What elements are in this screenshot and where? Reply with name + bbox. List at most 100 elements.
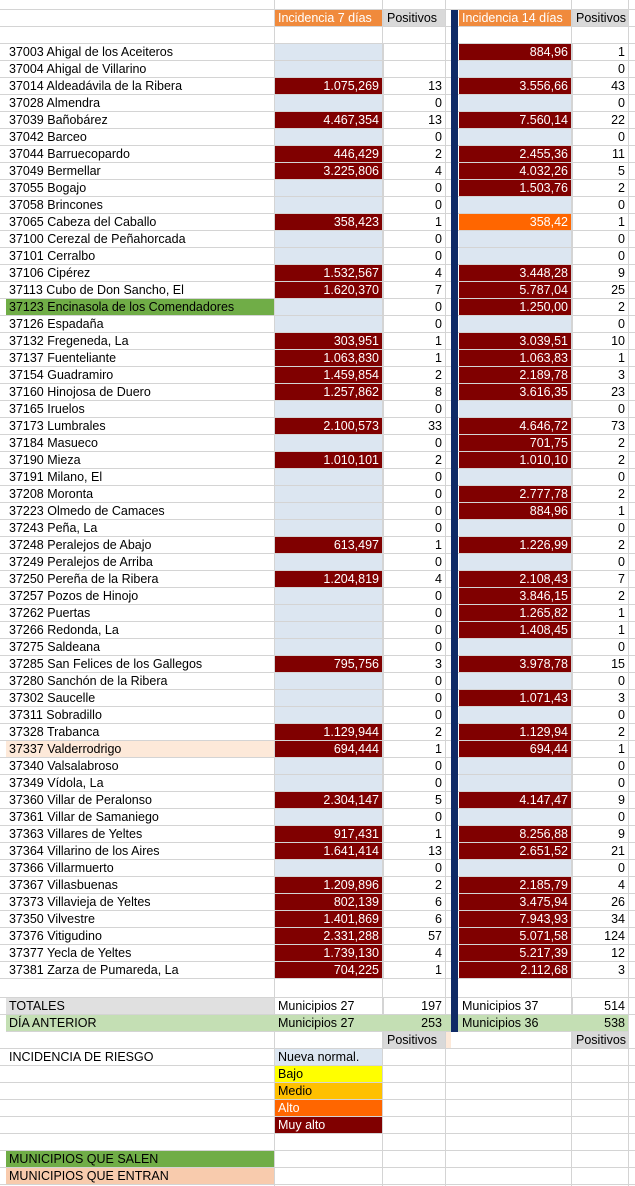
incidencia-7-cell[interactable] — [275, 299, 382, 315]
positivos-7-cell[interactable]: 0 — [383, 554, 445, 570]
positivos-14-cell[interactable]: 0 — [572, 61, 628, 77]
incidencia-7-cell[interactable]: 1.620,370 — [275, 282, 382, 298]
municipality-name[interactable]: 37262 Puertas — [9, 606, 91, 620]
positivos-14-cell[interactable]: 3 — [572, 962, 628, 978]
municipality-name[interactable]: 37280 Sanchón de la Ribera — [9, 674, 168, 688]
positivos-7-cell[interactable]: 2 — [383, 367, 445, 383]
municipality-name[interactable]: 37055 Bogajo — [9, 181, 87, 195]
legend-nueva-normal[interactable]: Nueva normal. — [275, 1049, 382, 1065]
municipality-name[interactable]: 37248 Peralejos de Abajo — [9, 538, 152, 552]
positivos-14-cell[interactable]: 10 — [572, 333, 628, 349]
incidencia-14-cell[interactable] — [459, 860, 571, 876]
positivos-14-cell[interactable]: 4 — [572, 877, 628, 893]
incidencia-14-cell[interactable]: 1.063,83 — [459, 350, 571, 366]
positivos-label-14[interactable]: Positivos — [572, 1032, 628, 1048]
positivos-7-cell[interactable]: 0 — [383, 129, 445, 145]
legend-title[interactable]: INCIDENCIA DE RIESGO — [9, 1050, 154, 1064]
positivos-7-cell[interactable]: 4 — [383, 945, 445, 961]
municipality-name[interactable]: 37337 Valderrodrigo — [6, 741, 274, 757]
positivos-14-cell[interactable]: 0 — [572, 197, 628, 213]
incidencia-7-cell[interactable]: 303,951 — [275, 333, 382, 349]
header-positivos-14[interactable]: Positivos — [572, 10, 628, 26]
incidencia-14-cell[interactable] — [459, 61, 571, 77]
municipality-name[interactable]: 37250 Pereña de la Ribera — [9, 572, 159, 586]
incidencia-14-cell[interactable]: 4.646,72 — [459, 418, 571, 434]
positivos-14-cell[interactable]: 0 — [572, 707, 628, 723]
totals-positivos-14[interactable]: 514 — [572, 998, 628, 1014]
municipality-name[interactable]: 37364 Villarino de los Aires — [9, 844, 160, 858]
positivos-7-cell[interactable]: 33 — [383, 418, 445, 434]
positivos-14-cell[interactable]: 23 — [572, 384, 628, 400]
positivos-7-cell[interactable]: 2 — [383, 877, 445, 893]
incidencia-14-cell[interactable]: 5.217,39 — [459, 945, 571, 961]
incidencia-7-cell[interactable] — [275, 248, 382, 264]
incidencia-14-cell[interactable]: 3.978,78 — [459, 656, 571, 672]
incidencia-7-cell[interactable] — [275, 469, 382, 485]
incidencia-14-cell[interactable]: 2.189,78 — [459, 367, 571, 383]
header-positivos-7[interactable]: Positivos — [383, 10, 445, 26]
incidencia-14-cell[interactable] — [459, 639, 571, 655]
positivos-14-cell[interactable]: 0 — [572, 809, 628, 825]
positivos-14-cell[interactable]: 9 — [572, 265, 628, 281]
positivos-14-cell[interactable]: 15 — [572, 656, 628, 672]
municipality-name[interactable]: 37302 Saucelle — [9, 691, 96, 705]
positivos-14-cell[interactable]: 73 — [572, 418, 628, 434]
incidencia-14-cell[interactable]: 2.777,78 — [459, 486, 571, 502]
positivos-7-cell[interactable]: 1 — [383, 962, 445, 978]
incidencia-14-cell[interactable] — [459, 554, 571, 570]
municipality-name[interactable]: 37381 Zarza de Pumareda, La — [9, 963, 179, 977]
municipality-name[interactable]: 37208 Moronta — [9, 487, 94, 501]
positivos-14-cell[interactable]: 1 — [572, 214, 628, 230]
incidencia-7-cell[interactable] — [275, 605, 382, 621]
previous-label[interactable]: DÍA ANTERIOR — [9, 1016, 97, 1030]
positivos-7-cell[interactable]: 0 — [383, 231, 445, 247]
positivos-7-cell[interactable]: 0 — [383, 503, 445, 519]
positivos-7-cell[interactable]: 13 — [383, 112, 445, 128]
incidencia-7-cell[interactable]: 446,429 — [275, 146, 382, 162]
incidencia-7-cell[interactable] — [275, 503, 382, 519]
positivos-label-7[interactable]: Positivos — [383, 1032, 445, 1048]
municipality-name[interactable]: 37266 Redonda, La — [9, 623, 119, 637]
positivos-14-cell[interactable]: 2 — [572, 588, 628, 604]
positivos-14-cell[interactable]: 0 — [572, 639, 628, 655]
positivos-7-cell[interactable]: 0 — [383, 486, 445, 502]
incidencia-7-cell[interactable]: 1.209,896 — [275, 877, 382, 893]
incidencia-7-cell[interactable] — [275, 775, 382, 791]
positivos-14-cell[interactable]: 3 — [572, 690, 628, 706]
incidencia-7-cell[interactable]: 1.401,869 — [275, 911, 382, 927]
incidencia-14-cell[interactable] — [459, 231, 571, 247]
positivos-14-cell[interactable]: 0 — [572, 520, 628, 536]
positivos-14-cell[interactable]: 0 — [572, 775, 628, 791]
incidencia-7-cell[interactable] — [275, 520, 382, 536]
municipality-name[interactable]: 37058 Brincones — [9, 198, 103, 212]
incidencia-7-cell[interactable] — [275, 690, 382, 706]
positivos-14-cell[interactable]: 3 — [572, 367, 628, 383]
incidencia-7-cell[interactable] — [275, 316, 382, 332]
positivos-7-cell[interactable]: 6 — [383, 894, 445, 910]
positivos-14-cell[interactable]: 34 — [572, 911, 628, 927]
incidencia-7-cell[interactable] — [275, 554, 382, 570]
incidencia-14-cell[interactable]: 2.185,79 — [459, 877, 571, 893]
positivos-7-cell[interactable]: 2 — [383, 146, 445, 162]
municipality-name[interactable]: 37042 Barceo — [9, 130, 87, 144]
legend-bajo[interactable]: Bajo — [275, 1066, 382, 1082]
municipality-name[interactable]: 37100 Cerezal de Peñahorcada — [9, 232, 186, 246]
incidencia-7-cell[interactable] — [275, 860, 382, 876]
incidencia-14-cell[interactable]: 1.503,76 — [459, 180, 571, 196]
municipality-name[interactable]: 37373 Villavieja de Yeltes — [9, 895, 151, 909]
incidencia-7-cell[interactable]: 802,139 — [275, 894, 382, 910]
municipality-name[interactable]: 37191 Milano, El — [9, 470, 103, 484]
positivos-14-cell[interactable]: 1 — [572, 44, 628, 60]
incidencia-14-cell[interactable] — [459, 401, 571, 417]
positivos-14-cell[interactable]: 0 — [572, 469, 628, 485]
positivos-7-cell[interactable]: 0 — [383, 197, 445, 213]
positivos-7-cell[interactable]: 0 — [383, 639, 445, 655]
municipality-name[interactable]: 37190 Mieza — [9, 453, 81, 467]
incidencia-7-cell[interactable]: 1.739,130 — [275, 945, 382, 961]
municipality-name[interactable]: 37004 Ahigal de Villarino — [9, 62, 147, 76]
positivos-7-cell[interactable]: 1 — [383, 741, 445, 757]
positivos-14-cell[interactable]: 5 — [572, 163, 628, 179]
incidencia-7-cell[interactable]: 917,431 — [275, 826, 382, 842]
positivos-7-cell[interactable]: 0 — [383, 707, 445, 723]
incidencia-14-cell[interactable]: 8.256,88 — [459, 826, 571, 842]
